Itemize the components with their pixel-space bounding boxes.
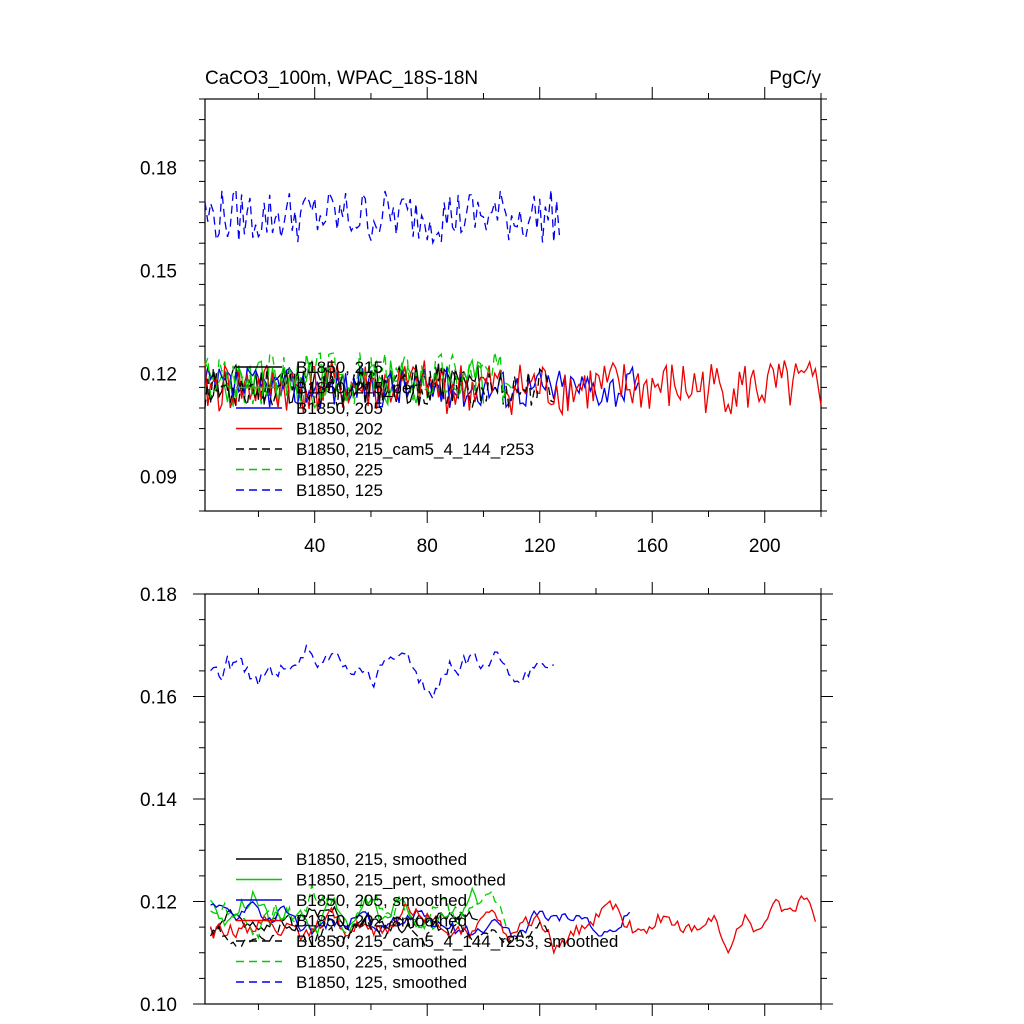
x-axis: [257, 582, 822, 1016]
legend-label: B1850, 215_cam5_4_144_r253: [296, 440, 534, 459]
chart-title: CaCO3_100m, WPAC_18S-18N: [205, 68, 478, 89]
y-tick-label: 0.16: [140, 688, 177, 709]
x-tick-label: 160: [636, 536, 668, 557]
series-line-6: [204, 187, 561, 246]
series-line-3: [204, 359, 822, 417]
legend-label: B1850, 215_cam5_4_144_r253, smoothed: [296, 932, 618, 951]
top-panel: CaCO3_100m, WPAC_18S-18N PgC/y 40 80 120 16…: [140, 68, 827, 557]
legend-label: B1850, 125, smoothed: [296, 973, 467, 992]
series-group: [204, 187, 822, 417]
y-tick-label: 0.09: [140, 468, 177, 489]
x-axis: 40 80 120 160 200: [257, 87, 822, 557]
x-tick-label: 120: [524, 536, 556, 557]
series-line-3: [209, 894, 817, 956]
y-tick-label: 0.10: [140, 995, 177, 1016]
legend-label: B1850, 205: [296, 399, 383, 418]
units-label: PgC/y: [769, 68, 821, 89]
series-group: [209, 643, 817, 956]
legend-label: B1850, 215_pert: [296, 379, 422, 398]
y-axis: 0.09 0.12 0.15 0.18: [140, 98, 827, 512]
series-line-1: [210, 886, 479, 936]
x-tick-label: 200: [749, 536, 781, 557]
series-line-2: [210, 900, 631, 938]
legend-label: B1850, 225: [296, 461, 383, 480]
y-tick-label: 0.18: [140, 585, 177, 606]
series-line-4: [204, 364, 555, 411]
y-tick-label: 0.12: [140, 365, 177, 386]
legend: B1850, 215, smoothed B1850, 215_pert, smo…: [236, 850, 618, 992]
y-axis: 0.10 0.12 0.14 0.16 0.18: [140, 585, 833, 1016]
y-tick-label: 0.18: [140, 159, 177, 180]
y-tick-label: 0.12: [140, 893, 177, 914]
x-tick-label: 80: [417, 536, 438, 557]
y-tick-label: 0.15: [140, 262, 177, 283]
legend-label: B1850, 215_pert, smoothed: [296, 871, 506, 890]
legend-label: B1850, 225, smoothed: [296, 953, 467, 972]
legend-label: B1850, 215, smoothed: [296, 850, 467, 869]
series-line-5: [204, 351, 513, 406]
legend-label: B1850, 202, smoothed: [296, 912, 467, 931]
x-tick-label: 40: [304, 536, 325, 557]
legend-label: B1850, 202: [296, 420, 383, 439]
legend-label: B1850, 205, smoothed: [296, 891, 467, 910]
series-line-4: [210, 912, 549, 948]
series-line-6: [210, 643, 555, 701]
legend-label: B1850, 125: [296, 481, 383, 500]
legend-label: B1850, 215: [296, 358, 383, 377]
y-tick-label: 0.14: [140, 790, 177, 811]
bottom-panel: 0.10 0.12 0.14 0.16 0.18 B1850, 215, smoothed…: [140, 582, 833, 1016]
